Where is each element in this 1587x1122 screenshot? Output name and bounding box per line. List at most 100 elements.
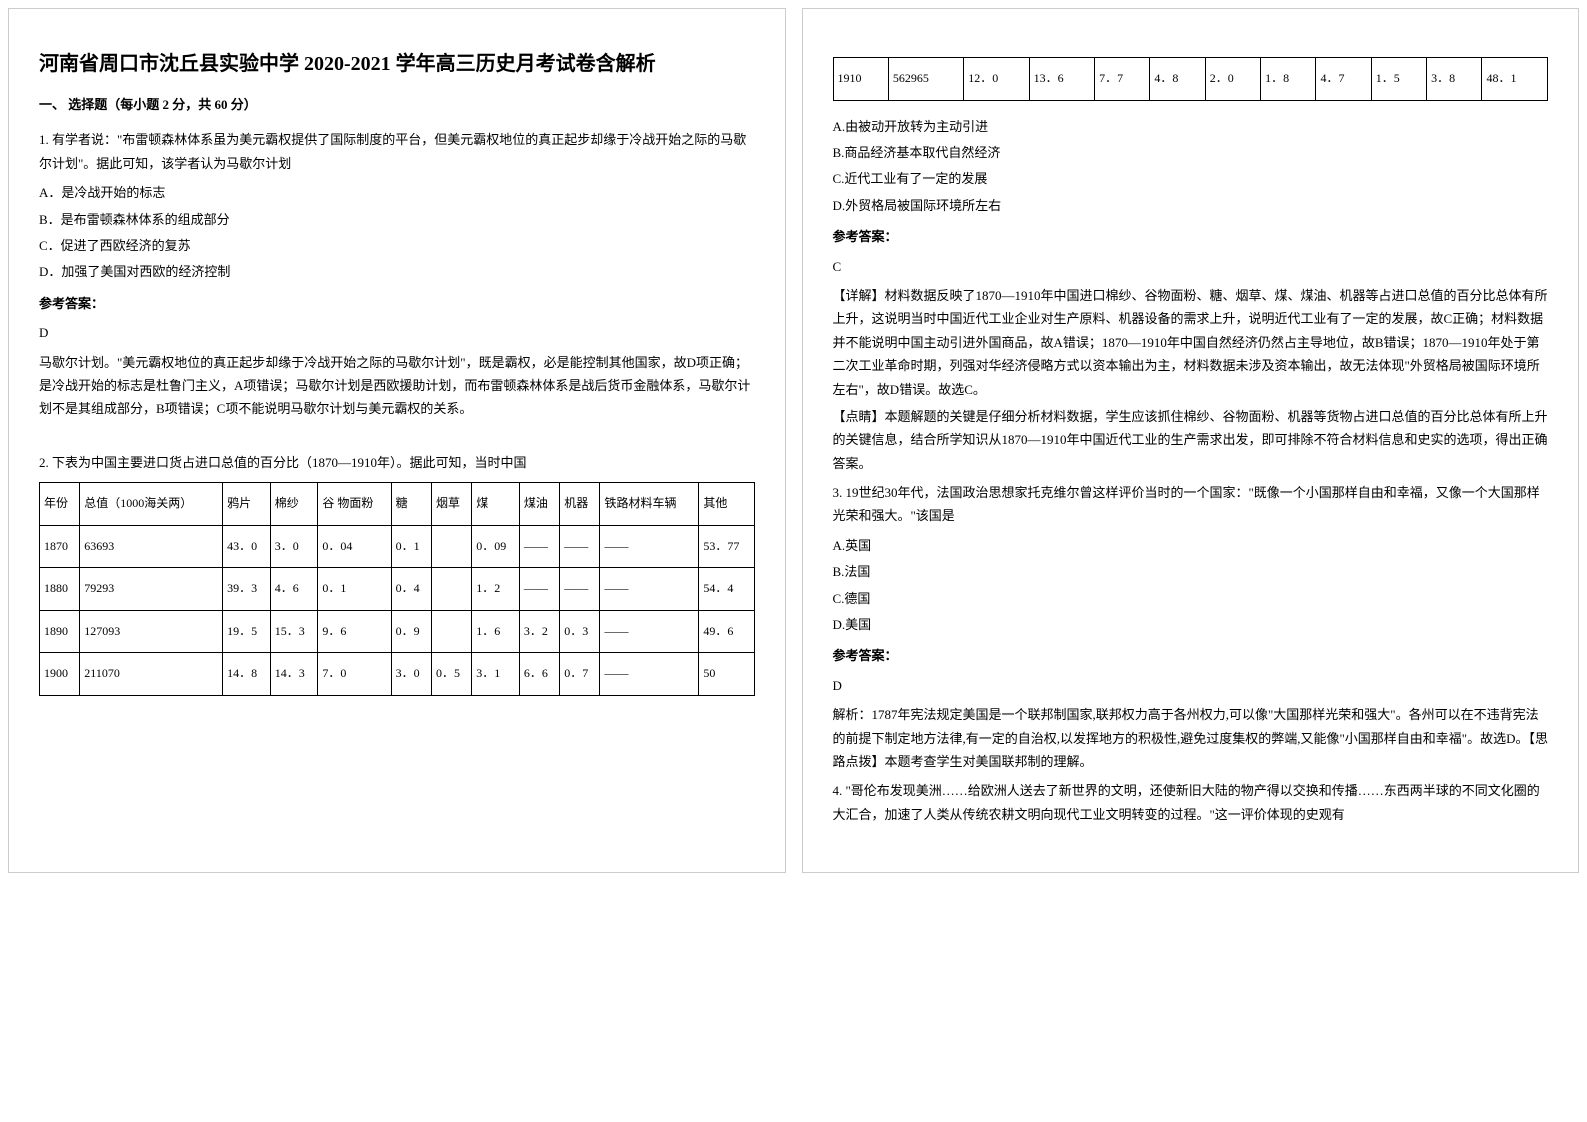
q2-table-main: 年份 总值（1000海关两） 鸦片 棉纱 谷 物面粉 糖 烟草 煤 煤油 机器 …	[39, 482, 755, 696]
th: 其他	[699, 483, 754, 526]
q2-opt-d: D.外贸格局被国际环境所左右	[833, 194, 1549, 217]
q1-answer-label: 参考答案：	[39, 292, 755, 315]
cell: 0．1	[318, 568, 391, 611]
cell: ——	[519, 525, 559, 568]
cell: 3．2	[519, 610, 559, 653]
table-row: 18706369343．03．00．040．10．09——————53．77	[40, 525, 755, 568]
cell: ——	[600, 525, 699, 568]
cell: 2．0	[1205, 58, 1260, 101]
th: 铁路材料车辆	[600, 483, 699, 526]
q3-opt-c: C.德国	[833, 587, 1549, 610]
cell: 14．8	[223, 653, 271, 696]
section-header: 一、 选择题（每小题 2 分，共 60 分）	[39, 93, 755, 116]
cell: 3．0	[270, 525, 318, 568]
cell: 39．3	[223, 568, 271, 611]
cell: 1900	[40, 653, 80, 696]
q2-answer-label: 参考答案：	[833, 225, 1549, 248]
cell: 3．0	[391, 653, 431, 696]
cell: 7．0	[318, 653, 391, 696]
cell: 3．1	[472, 653, 520, 696]
cell: 0．5	[431, 653, 471, 696]
cell: 127093	[80, 610, 223, 653]
cell: 1870	[40, 525, 80, 568]
cell: 1910	[833, 58, 888, 101]
cell: 79293	[80, 568, 223, 611]
exam-title: 河南省周口市沈丘县实验中学 2020-2021 学年高三历史月考试卷含解析	[39, 49, 755, 79]
th: 机器	[560, 483, 600, 526]
q4-text: 4. "哥伦布发现美洲……给欧洲人送去了新世界的文明，还使新旧大陆的物产得以交换…	[833, 779, 1549, 826]
cell: 43．0	[223, 525, 271, 568]
q1-explanation: 马歇尔计划。"美元霸权地位的真正起步却缘于冷战开始之际的马歇尔计划"，既是霸权，…	[39, 351, 755, 421]
q1-answer: D	[39, 321, 755, 344]
q2-table-cont: 191056296512．013．67．74．82．01．84．71．53．84…	[833, 57, 1549, 101]
q3-body: 19世纪30年代，法国政治思想家托克维尔曾这样评价当时的一个国家："既像一个小国…	[833, 485, 1540, 523]
cell: 4．8	[1150, 58, 1205, 101]
cell: 0．04	[318, 525, 391, 568]
th: 鸦片	[223, 483, 271, 526]
q1-body: 有学者说："布雷顿森林体系虽为美元霸权提供了国际制度的平台，但美元霸权地位的真正…	[39, 132, 746, 170]
cell: 0．4	[391, 568, 431, 611]
cell: 0．1	[391, 525, 431, 568]
cell: 3．8	[1427, 58, 1482, 101]
th: 年份	[40, 483, 80, 526]
table-row: 189012709319．515．39．60．91．63．20．3——49．6	[40, 610, 755, 653]
q1-num: 1.	[39, 132, 49, 147]
q3-num: 3.	[833, 485, 843, 500]
q2-explanation-2: 【点睛】本题解题的关键是仔细分析材料数据，学生应该抓住棉纱、谷物面粉、机器等货物…	[833, 405, 1549, 475]
q1-opt-d: D．加强了美国对西欧的经济控制	[39, 260, 755, 283]
q3-text: 3. 19世纪30年代，法国政治思想家托克维尔曾这样评价当时的一个国家："既像一…	[833, 481, 1549, 528]
table-header-row: 年份 总值（1000海关两） 鸦片 棉纱 谷 物面粉 糖 烟草 煤 煤油 机器 …	[40, 483, 755, 526]
q2-opt-a: A.由被动开放转为主动引进	[833, 115, 1549, 138]
table-row: 18807929339．34．60．10．41．2——————54．4	[40, 568, 755, 611]
th: 总值（1000海关两）	[80, 483, 223, 526]
th: 煤油	[519, 483, 559, 526]
cell: 1．6	[472, 610, 520, 653]
q1-opt-b: B．是布雷顿森林体系的组成部分	[39, 208, 755, 231]
th: 烟草	[431, 483, 471, 526]
q2-opt-c: C.近代工业有了一定的发展	[833, 167, 1549, 190]
q2-lead-text: 下表为中国主要进口货占进口总值的百分比（1870—1910年）。据此可知，当时中…	[52, 455, 527, 470]
q1-opt-c: C．促进了西欧经济的复苏	[39, 234, 755, 257]
right-column: 191056296512．013．67．74．82．01．84．71．53．84…	[802, 8, 1580, 873]
cell: 1880	[40, 568, 80, 611]
cell: ——	[600, 610, 699, 653]
cell: 12．0	[964, 58, 1029, 101]
cell: 4．7	[1316, 58, 1371, 101]
q4-body: "哥伦布发现美洲……给欧洲人送去了新世界的文明，还使新旧大陆的物产得以交换和传播…	[833, 783, 1540, 821]
cell: 211070	[80, 653, 223, 696]
q1-opt-a: A．是冷战开始的标志	[39, 181, 755, 204]
cell: 562965	[888, 58, 963, 101]
cell: ——	[560, 568, 600, 611]
cell: 1．8	[1261, 58, 1316, 101]
cell: 0．7	[560, 653, 600, 696]
cell: ——	[600, 653, 699, 696]
cell: 7．7	[1095, 58, 1150, 101]
q2-num: 2.	[39, 455, 49, 470]
cell: 1．5	[1371, 58, 1426, 101]
cell: 14．3	[270, 653, 318, 696]
th: 谷 物面粉	[318, 483, 391, 526]
q2-explanation-1: 【详解】材料数据反映了1870—1910年中国进口棉纱、谷物面粉、糖、烟草、煤、…	[833, 284, 1549, 401]
th: 棉纱	[270, 483, 318, 526]
cell: 13．6	[1029, 58, 1094, 101]
cell: 1．2	[472, 568, 520, 611]
cell: ——	[560, 525, 600, 568]
cell: 6．6	[519, 653, 559, 696]
q2-lead: 2. 下表为中国主要进口货占进口总值的百分比（1870—1910年）。据此可知，…	[39, 451, 755, 474]
cell	[431, 610, 471, 653]
cell: 49．6	[699, 610, 754, 653]
cell: 0．3	[560, 610, 600, 653]
cell: 1890	[40, 610, 80, 653]
cell: 48．1	[1482, 58, 1548, 101]
q3-explanation: 解析：1787年宪法规定美国是一个联邦制国家,联邦权力高于各州权力,可以像"大国…	[833, 703, 1549, 773]
cell	[431, 525, 471, 568]
cell: ——	[519, 568, 559, 611]
q3-answer-label: 参考答案：	[833, 644, 1549, 667]
q2-answer: C	[833, 255, 1549, 278]
th: 糖	[391, 483, 431, 526]
q4-num: 4.	[833, 783, 843, 798]
cell: 53．77	[699, 525, 754, 568]
q3-opt-d: D.美国	[833, 613, 1549, 636]
cell: 0．9	[391, 610, 431, 653]
q3-opt-a: A.英国	[833, 534, 1549, 557]
